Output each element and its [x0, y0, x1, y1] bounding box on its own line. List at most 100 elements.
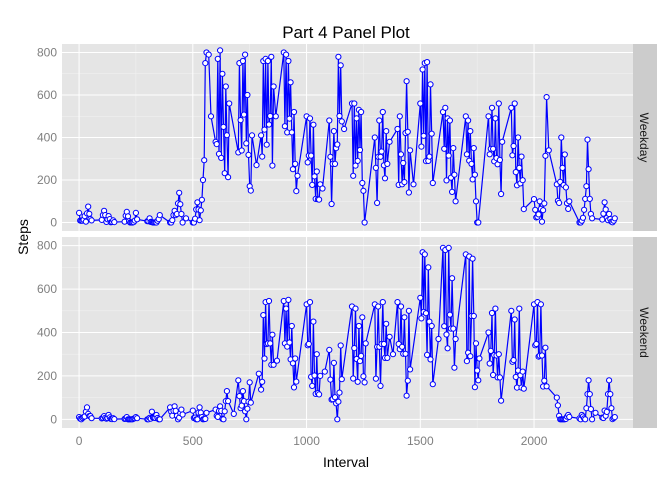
data-point: [309, 382, 316, 389]
data-point: [313, 351, 320, 358]
data-point: [219, 70, 226, 77]
data-point: [400, 159, 407, 167]
data-point: [475, 377, 482, 384]
data-point: [520, 206, 527, 213]
data-point: [289, 166, 296, 173]
data-point: [565, 205, 572, 212]
data-point: [566, 413, 573, 420]
data-point: [394, 299, 401, 306]
data-point: [111, 416, 118, 423]
data-point: [403, 78, 410, 85]
data-point: [338, 376, 345, 383]
data-point: [449, 275, 456, 282]
data-point: [223, 132, 230, 139]
data-point: [132, 209, 139, 216]
panel-weekday: 0 200 400 600 800 Weekday: [37, 44, 657, 231]
data-point: [220, 123, 227, 131]
data-point: [283, 51, 290, 58]
data-point: [446, 311, 453, 318]
data-point: [156, 212, 163, 219]
data-point: [264, 57, 271, 65]
data-point: [83, 404, 91, 411]
data-point: [492, 115, 499, 122]
y-tick-label: 600: [37, 88, 57, 102]
data-point: [321, 368, 328, 375]
data-point: [245, 151, 252, 158]
data-point: [468, 160, 475, 167]
data-point: [360, 373, 367, 380]
data-point: [485, 113, 492, 120]
data-point: [467, 353, 474, 360]
data-point: [420, 132, 427, 139]
data-point: [236, 393, 243, 400]
data-point: [335, 53, 342, 60]
data-point: [538, 352, 546, 359]
data-point: [471, 384, 478, 391]
data-point: [381, 175, 389, 182]
data-point: [603, 408, 610, 415]
data-point: [584, 136, 591, 143]
data-point: [244, 91, 251, 99]
data-point: [285, 57, 292, 65]
data-point: [292, 160, 299, 167]
data-point: [222, 83, 229, 90]
data-point: [134, 415, 141, 422]
data-point: [399, 343, 406, 350]
y-tick-label: 800: [37, 239, 57, 253]
data-point: [310, 318, 317, 325]
data-point: [362, 340, 369, 347]
data-point: [268, 53, 275, 60]
data-point: [371, 134, 378, 141]
data-point: [607, 391, 614, 398]
data-point: [418, 315, 425, 322]
data-point: [545, 147, 552, 154]
data-point: [248, 132, 256, 139]
chart-title: Part 4 Panel Plot: [282, 23, 410, 42]
data-point: [305, 340, 312, 348]
data-point: [330, 359, 337, 366]
data-point: [272, 113, 279, 120]
data-point: [498, 397, 505, 404]
data-point: [258, 386, 265, 393]
data-point: [194, 199, 201, 206]
panel-weekend: 0 200 400 600 800 Weekend: [37, 237, 657, 428]
data-point: [449, 188, 456, 195]
data-point: [358, 108, 365, 116]
data-point: [376, 117, 383, 124]
data-point: [177, 201, 184, 208]
strip-background: [633, 237, 657, 428]
data-point: [311, 173, 318, 180]
data-point: [452, 335, 459, 343]
data-point: [486, 151, 493, 158]
data-point: [237, 117, 244, 124]
data-point: [218, 154, 225, 161]
data-point: [396, 113, 403, 120]
data-point: [421, 251, 428, 258]
data-point: [401, 179, 408, 186]
data-point: [240, 111, 248, 118]
data-point: [372, 164, 379, 171]
data-point: [134, 216, 141, 223]
data-point: [389, 351, 397, 358]
data-point: [403, 392, 410, 399]
data-point: [178, 210, 185, 218]
data-point: [223, 388, 230, 395]
data-point: [263, 141, 270, 148]
data-point: [286, 339, 293, 346]
x-axis-title: Interval: [323, 454, 369, 470]
data-point: [292, 355, 299, 362]
data-point: [397, 303, 405, 310]
data-point: [86, 210, 93, 217]
data-point: [407, 147, 414, 154]
data-point: [542, 152, 549, 159]
data-point: [587, 406, 595, 413]
data-point: [201, 157, 208, 164]
data-point: [424, 59, 431, 66]
data-point: [384, 160, 391, 167]
data-point: [261, 355, 268, 362]
data-point: [330, 128, 337, 135]
data-point: [290, 384, 298, 391]
data-point: [383, 128, 390, 135]
data-point: [543, 383, 550, 390]
data-point: [553, 394, 560, 401]
